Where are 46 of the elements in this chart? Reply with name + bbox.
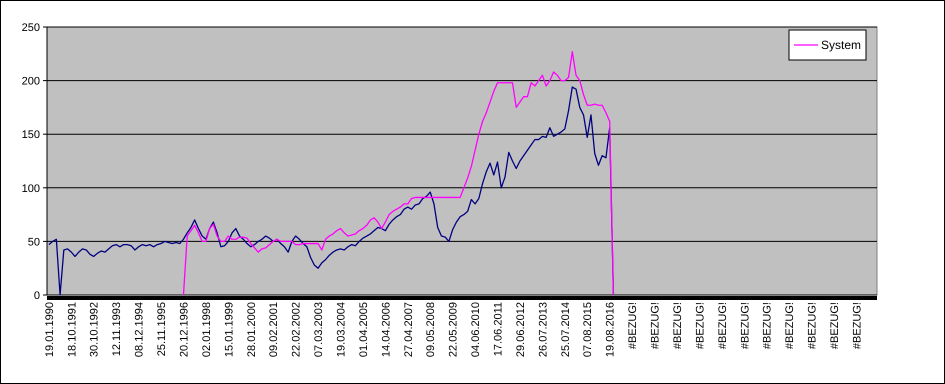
- x-tick-label: 07.08.2015: [582, 302, 594, 358]
- y-tick-label: 200: [22, 76, 40, 88]
- y-tick-label: 0: [34, 290, 40, 302]
- x-tick-label: 07.03.2003: [313, 302, 326, 358]
- x-tick-label: 19.08.2016: [604, 302, 617, 358]
- x-tick-label: #BEZUG!: [716, 302, 729, 350]
- x-tick-label: 17.06.2011: [492, 302, 505, 356]
- y-tick-label: 150: [22, 129, 40, 142]
- x-tick-label: 09.02.2001: [268, 302, 280, 358]
- x-tick-label: 18.10.1991: [66, 302, 78, 358]
- x-tick-label: 12.11.1993: [111, 302, 124, 356]
- x-tick-label: 20.12.1996: [178, 302, 190, 358]
- x-tick-label: #BEZUG!: [829, 302, 842, 350]
- x-tick-label: 22.02.2002: [290, 302, 303, 358]
- x-tick-label: 09.05.2008: [425, 302, 438, 358]
- x-tick-label: 27.04.2007: [402, 302, 415, 358]
- x-tick-label: #BEZUG!: [672, 302, 684, 350]
- x-tick-label: #BEZUG!: [627, 302, 640, 350]
- x-tick-label: #BEZUG!: [806, 302, 819, 350]
- x-tick-label: #BEZUG!: [650, 302, 662, 350]
- x-tick-label: 02.01.1998: [200, 302, 213, 358]
- x-tick-label: #BEZUG!: [851, 302, 864, 350]
- x-tick-label: 14.04.2006: [380, 302, 392, 358]
- x-tick-label: 22.05.2009: [448, 302, 460, 358]
- x-tick-label: #BEZUG!: [784, 302, 796, 350]
- x-tick-label: 29.06.2012: [514, 302, 527, 358]
- line-series: [48, 86, 614, 296]
- y-tick-label: 50: [28, 236, 40, 248]
- x-tick-label: #BEZUG!: [739, 302, 752, 350]
- x-tick-label: #BEZUG!: [762, 302, 774, 350]
- legend-label: System: [821, 38, 862, 52]
- x-tick-label: 15.01.1999: [223, 302, 236, 358]
- x-tick-label: 08.12.1994: [134, 302, 146, 358]
- x-tick-label: #BEZUG!: [694, 302, 706, 350]
- x-tick-label: 19.03.2004: [335, 302, 348, 358]
- x-tick-label: 19.01.1990: [44, 302, 56, 358]
- x-tick-label: 04.06.2010: [470, 302, 482, 358]
- line-series: [182, 51, 614, 296]
- x-tick-label: 30.10.1992: [88, 302, 101, 358]
- y-tick-label: 100: [22, 182, 40, 195]
- y-tick-label: 250: [22, 22, 40, 34]
- x-tick-label: 01.04.2005: [358, 302, 370, 358]
- x-tick-label: 25.07.2014: [560, 302, 572, 358]
- x-tick-label: 28.01.2000: [246, 302, 258, 358]
- x-tick-label: 25.11.1995: [156, 302, 168, 356]
- x-tick-label: 26.07.2013: [537, 302, 550, 358]
